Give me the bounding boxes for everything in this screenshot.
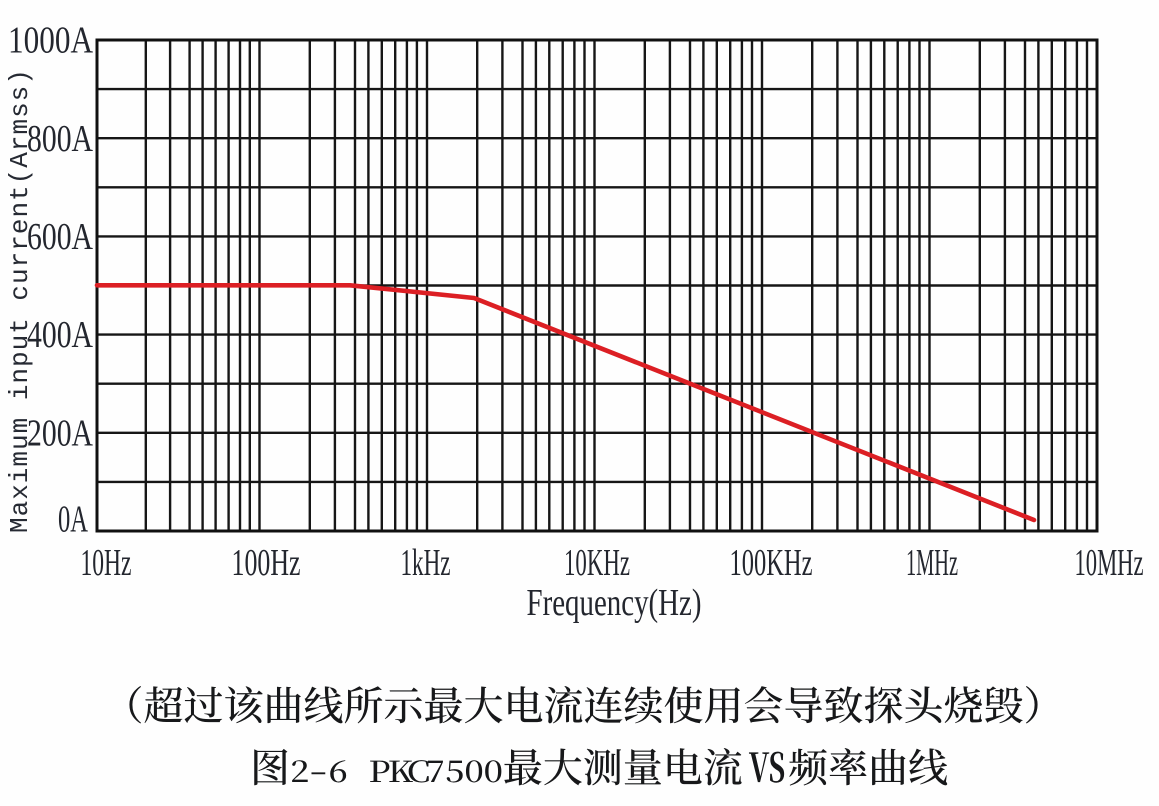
svg-text:600A: 600A [27, 216, 93, 258]
svg-text:Frequency(Hz): Frequency(Hz) [527, 582, 702, 624]
svg-text:100KHz: 100KHz [730, 542, 813, 584]
svg-text:800A: 800A [27, 118, 93, 160]
svg-text:1MHz: 1MHz [906, 542, 958, 584]
svg-text:1000A: 1000A [8, 20, 93, 62]
svg-text:0A: 0A [58, 499, 88, 541]
svg-text:Maximum input current(Armss): Maximum input current(Armss) [5, 68, 35, 533]
svg-text:10Hz: 10Hz [81, 542, 132, 584]
svg-text:100Hz: 100Hz [232, 542, 301, 584]
svg-text:1kHz: 1kHz [401, 542, 451, 584]
svg-text:10KHz: 10KHz [564, 542, 630, 584]
svg-text:400A: 400A [27, 314, 93, 356]
svg-text:200A: 200A [27, 412, 93, 454]
svg-text:10MHz: 10MHz [1075, 542, 1144, 584]
